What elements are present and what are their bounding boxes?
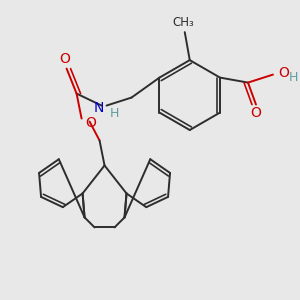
Text: O: O bbox=[85, 116, 97, 130]
Text: N: N bbox=[93, 100, 103, 115]
Text: H: H bbox=[289, 71, 298, 84]
Text: O: O bbox=[59, 52, 70, 66]
Text: CH₃: CH₃ bbox=[172, 16, 194, 29]
Text: O: O bbox=[278, 66, 289, 80]
Text: O: O bbox=[250, 106, 261, 119]
Text: H: H bbox=[110, 107, 119, 120]
